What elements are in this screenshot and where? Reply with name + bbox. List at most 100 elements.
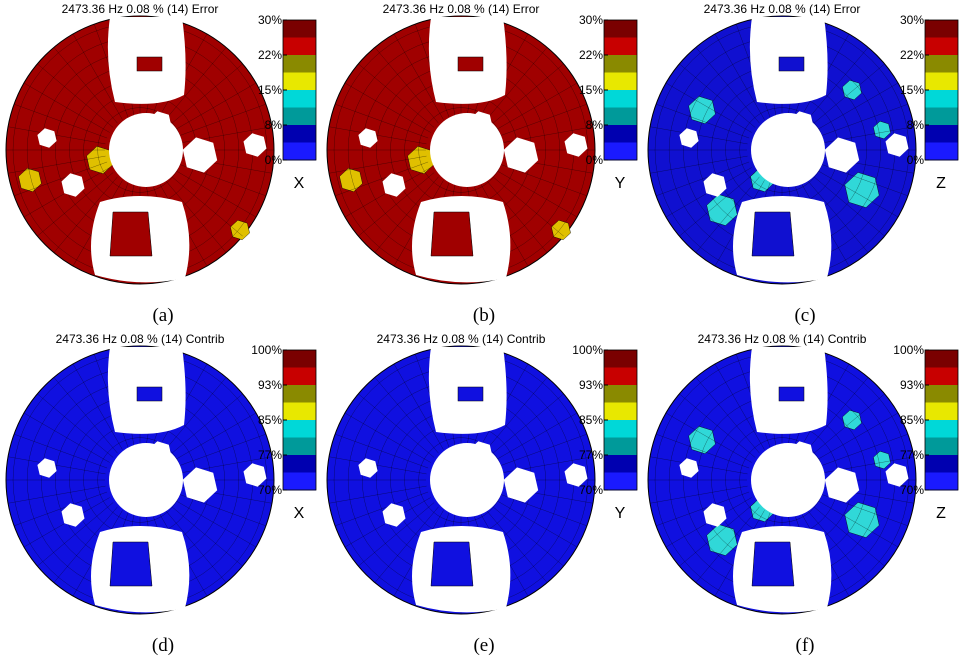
colorbar-band xyxy=(604,125,637,143)
hole-window xyxy=(457,56,484,72)
component-label: Y xyxy=(615,505,626,522)
caption: (d) xyxy=(152,635,174,656)
caption: (b) xyxy=(473,305,495,326)
mesh-spoke xyxy=(14,433,108,469)
mesh-spoke xyxy=(162,377,227,454)
mesh-spoke xyxy=(650,155,748,174)
colorbar-band xyxy=(925,55,958,73)
panel-title: 2473.36 Hz 0.08 % (14) Error xyxy=(704,2,861,16)
colorbar-band xyxy=(604,455,637,473)
colorbar-band xyxy=(604,437,637,456)
mesh-spoke xyxy=(695,506,760,583)
hole xyxy=(382,503,406,527)
colorbar-tick-label: 70% xyxy=(258,483,282,497)
colorbar-tick-label: 15% xyxy=(900,83,924,97)
mesh-spoke xyxy=(37,502,114,567)
mesh-spoke xyxy=(8,126,106,145)
caption: (c) xyxy=(794,305,815,326)
mesh-spoke xyxy=(812,82,899,133)
component-label: Y xyxy=(615,175,626,192)
colorbar-band xyxy=(925,350,958,368)
colorbar-band xyxy=(925,385,958,403)
mesh-spoke xyxy=(656,433,750,469)
colorbar-tick-label: 85% xyxy=(900,413,924,427)
hole-window xyxy=(778,386,805,402)
mesh-spoke xyxy=(23,412,110,463)
mesh-spoke xyxy=(172,103,266,139)
mesh-spoke xyxy=(170,82,257,133)
mesh-spoke xyxy=(483,506,548,583)
mesh-spoke xyxy=(487,172,564,237)
mesh-spoke xyxy=(335,433,429,469)
hole xyxy=(790,111,814,135)
colorbar-tick-label: 0% xyxy=(586,153,604,167)
colorbar-band xyxy=(604,90,637,108)
mesh-spoke xyxy=(162,176,227,253)
colorbar-band xyxy=(925,367,958,386)
hole xyxy=(679,128,699,148)
colorbar-tick-label: 93% xyxy=(258,378,282,392)
mesh-spoke xyxy=(812,167,899,218)
colorbar-band xyxy=(283,20,316,38)
hole xyxy=(148,111,172,135)
mesh-spoke xyxy=(170,497,257,548)
mesh-spoke xyxy=(335,103,429,139)
colorbar-band xyxy=(283,107,316,126)
colorbar-band xyxy=(604,402,637,421)
hole xyxy=(243,133,267,157)
mesh-spoke xyxy=(329,126,427,145)
mesh-spoke xyxy=(374,47,439,124)
patch xyxy=(706,194,738,226)
mesh-spoke xyxy=(344,412,431,463)
caption: (f) xyxy=(796,635,815,656)
mesh-spoke xyxy=(493,433,587,469)
mesh-spoke xyxy=(808,172,885,237)
colorbar-band xyxy=(604,55,637,73)
mesh-spoke xyxy=(14,103,108,139)
hole-window xyxy=(751,541,795,587)
mesh-spoke xyxy=(329,485,427,504)
colorbar-band xyxy=(604,142,637,161)
hole xyxy=(751,113,825,187)
mesh-spoke xyxy=(53,506,118,583)
mesh-spoke xyxy=(804,377,869,454)
colorbar-tick-label: 22% xyxy=(900,48,924,62)
colorbar-tick-label: 100% xyxy=(251,343,282,357)
hole-window xyxy=(136,56,163,72)
colorbar-tick-label: 93% xyxy=(900,378,924,392)
colorbar-band xyxy=(283,37,316,56)
hole xyxy=(182,467,218,503)
mesh-spoke xyxy=(491,497,578,548)
colorbar-tick-label: 0% xyxy=(907,153,925,167)
mesh-spoke xyxy=(37,63,114,128)
colorbar-band xyxy=(283,402,316,421)
hole xyxy=(61,173,85,197)
hole xyxy=(358,458,378,478)
hole xyxy=(790,441,814,465)
panel: 2473.36 Hz 0.08 % (14) Error 30% 22% 15% 8% 0… xyxy=(647,2,959,326)
colorbar-band xyxy=(604,72,637,91)
hole-window xyxy=(430,541,474,587)
colorbar-band xyxy=(604,420,637,438)
hole xyxy=(37,128,57,148)
colorbar-tick-label: 30% xyxy=(579,13,603,27)
mesh-spoke xyxy=(358,502,435,567)
colorbar-tick-label: 15% xyxy=(579,83,603,97)
caption: (e) xyxy=(473,635,494,656)
mesh-spoke xyxy=(679,172,756,237)
colorbar-band xyxy=(604,37,637,56)
panel: 2473.36 Hz 0.08 % (14) Error 30% 22% 15% 8% 0… xyxy=(5,2,317,326)
colorbar-band xyxy=(925,90,958,108)
colorbar-tick-label: 30% xyxy=(900,13,924,27)
mesh-spoke xyxy=(491,82,578,133)
mesh-spoke xyxy=(695,47,760,124)
colorbar-band xyxy=(925,125,958,143)
mesh-spoke xyxy=(816,456,914,475)
mesh-spoke xyxy=(358,172,435,237)
mesh-spoke xyxy=(656,161,750,197)
mesh-spoke xyxy=(483,176,548,253)
colorbar-band xyxy=(283,385,316,403)
colorbar-band xyxy=(283,437,316,456)
colorbar-tick-label: 93% xyxy=(579,378,603,392)
colorbar-band xyxy=(925,107,958,126)
